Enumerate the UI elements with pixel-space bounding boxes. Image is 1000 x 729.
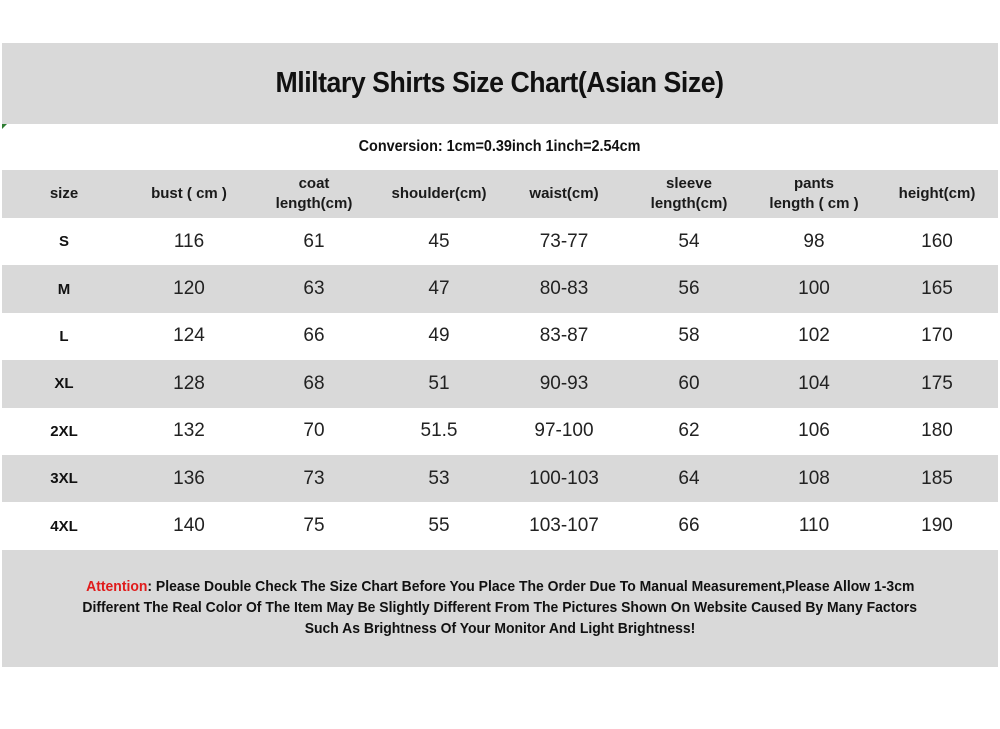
measurement-cell: 80-83 bbox=[539, 278, 589, 300]
measurement-cell: 170 bbox=[921, 325, 953, 347]
measurement-cell: 51 bbox=[428, 372, 450, 394]
corner-mark-icon bbox=[2, 124, 7, 129]
column-header-line: sleeve bbox=[666, 175, 712, 192]
measurement-cell: 98 bbox=[803, 230, 825, 252]
table-row: 2XL 132 70 51.5 97-100 62 106 180 bbox=[2, 407, 998, 455]
column-header-line: shoulder(cm) bbox=[391, 185, 487, 202]
attention-notice: Attention: Please Double Check The Size … bbox=[2, 549, 998, 667]
table-body: S 116 61 45 73-77 54 98 160 M 120 63 47 80-83 56 100 16… bbox=[2, 218, 998, 550]
measurement-cell: 68 bbox=[303, 372, 325, 394]
measurement-cell: 190 bbox=[921, 515, 953, 537]
column-header: waist(cm) bbox=[502, 170, 626, 218]
column-header: shoulder(cm) bbox=[376, 170, 502, 218]
measurement-cell: 83-87 bbox=[539, 325, 589, 347]
attention-line-3: Such As Brightness Of Your Monitor And L… bbox=[304, 619, 696, 637]
measurement-cell: 63 bbox=[303, 278, 325, 300]
table-row: 4XL 140 75 55 103-107 66 110 190 bbox=[2, 502, 998, 550]
column-header-line: length(cm) bbox=[650, 195, 728, 212]
column-header-line: bust ( cm ) bbox=[151, 185, 227, 202]
measurement-cell: 73 bbox=[303, 467, 325, 489]
measurement-cell: 54 bbox=[678, 230, 700, 252]
measurement-cell: 102 bbox=[798, 325, 830, 347]
measurement-cell: 104 bbox=[798, 372, 830, 394]
size-cell: S bbox=[58, 233, 69, 251]
table-row: S 116 61 45 73-77 54 98 160 bbox=[2, 218, 998, 266]
attention-label: Attention bbox=[85, 577, 148, 595]
measurement-cell: 100 bbox=[798, 278, 830, 300]
measurement-cell: 45 bbox=[428, 230, 450, 252]
measurement-cell: 132 bbox=[173, 420, 205, 442]
measurement-cell: 66 bbox=[303, 325, 325, 347]
measurement-cell: 55 bbox=[428, 515, 450, 537]
measurement-cell: 106 bbox=[798, 420, 830, 442]
column-header: bust ( cm ) bbox=[126, 170, 252, 218]
attention-line-2: Different The Real Color Of The Item May… bbox=[82, 598, 918, 616]
measurement-cell: 49 bbox=[428, 325, 450, 347]
size-cell: 3XL bbox=[50, 470, 78, 488]
column-header: sleeve length(cm) bbox=[626, 170, 752, 218]
measurement-cell: 90-93 bbox=[539, 372, 589, 394]
column-header: coat length(cm) bbox=[252, 170, 376, 218]
measurement-cell: 160 bbox=[921, 230, 953, 252]
column-header-line: size bbox=[49, 185, 79, 202]
measurement-cell: 56 bbox=[678, 278, 700, 300]
size-cell: L bbox=[59, 327, 69, 345]
measurement-cell: 53 bbox=[428, 467, 450, 489]
measurement-cell: 100-103 bbox=[529, 467, 599, 489]
measurement-cell: 136 bbox=[173, 467, 205, 489]
column-header-line: length ( cm ) bbox=[769, 195, 859, 212]
column-header-line: pants bbox=[793, 175, 834, 192]
chart-title: Mliltary Shirts Size Chart(Asian Size) bbox=[275, 67, 725, 99]
measurement-cell: 120 bbox=[173, 278, 205, 300]
measurement-cell: 116 bbox=[173, 230, 205, 252]
measurement-cell: 47 bbox=[428, 278, 450, 300]
measurement-cell: 97-100 bbox=[534, 420, 594, 442]
measurement-cell: 66 bbox=[678, 515, 700, 537]
measurement-cell: 180 bbox=[921, 420, 953, 442]
size-cell: 4XL bbox=[50, 517, 78, 535]
measurement-cell: 165 bbox=[921, 278, 953, 300]
size-cell: M bbox=[57, 280, 71, 298]
table-row: 3XL 136 73 53 100-103 64 108 185 bbox=[2, 454, 998, 503]
conversion-band: Conversion: 1cm=0.39inch 1inch=2.54cm bbox=[2, 124, 998, 170]
measurement-cell: 128 bbox=[173, 372, 205, 394]
column-header-line: height(cm) bbox=[898, 185, 976, 202]
measurement-cell: 108 bbox=[798, 467, 830, 489]
column-header: size bbox=[2, 170, 126, 218]
table-row: L 124 66 49 83-87 58 102 170 bbox=[2, 312, 998, 361]
measurement-cell: 103-107 bbox=[529, 515, 599, 537]
measurement-cell: 70 bbox=[303, 420, 325, 442]
attention-line-1: Attention: Please Double Check The Size … bbox=[85, 577, 915, 595]
measurement-cell: 51.5 bbox=[420, 420, 458, 442]
measurement-cell: 60 bbox=[678, 372, 700, 394]
measurement-cell: 64 bbox=[678, 467, 700, 489]
measurement-cell: 75 bbox=[303, 515, 325, 537]
measurement-cell: 62 bbox=[678, 420, 700, 442]
column-header: pants length ( cm ) bbox=[752, 170, 876, 218]
size-table: size bust ( cm ) coat length(cm) shoulder(cm… bbox=[2, 170, 998, 550]
conversion-note: Conversion: 1cm=0.39inch 1inch=2.54cm bbox=[359, 138, 641, 155]
measurement-cell: 110 bbox=[798, 515, 830, 537]
measurement-cell: 185 bbox=[921, 467, 953, 489]
measurement-cell: 73-77 bbox=[539, 230, 589, 252]
size-cell: XL bbox=[54, 375, 74, 393]
column-header-line: coat bbox=[298, 175, 330, 192]
column-header: height(cm) bbox=[876, 170, 998, 218]
table-header-row: size bust ( cm ) coat length(cm) shoulder(cm… bbox=[2, 170, 998, 218]
measurement-cell: 175 bbox=[921, 372, 953, 394]
measurement-cell: 58 bbox=[678, 325, 700, 347]
size-cell: 2XL bbox=[50, 422, 78, 440]
table-row: XL 128 68 51 90-93 60 104 175 bbox=[2, 360, 998, 408]
measurement-cell: 124 bbox=[173, 325, 205, 347]
table-row: M 120 63 47 80-83 56 100 165 bbox=[2, 265, 998, 313]
column-header-line: length(cm) bbox=[275, 195, 353, 212]
size-chart-sheet: Mliltary Shirts Size Chart(Asian Size) C… bbox=[2, 43, 998, 667]
measurement-cell: 61 bbox=[303, 230, 325, 252]
title-band: Mliltary Shirts Size Chart(Asian Size) bbox=[2, 43, 998, 124]
column-header-line: waist(cm) bbox=[529, 185, 599, 202]
measurement-cell: 140 bbox=[173, 515, 205, 537]
